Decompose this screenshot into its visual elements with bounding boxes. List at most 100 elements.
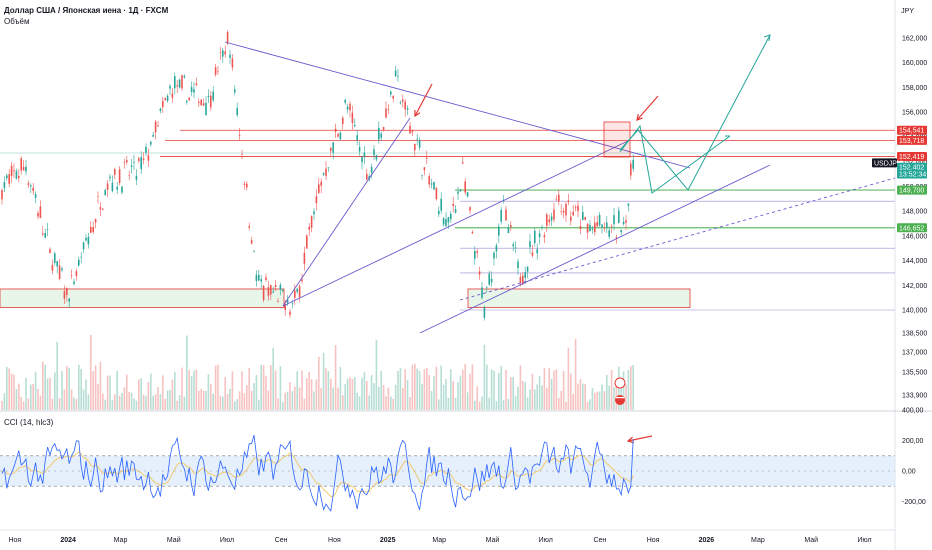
- candle-body: [229, 54, 231, 59]
- candle-body: [92, 226, 94, 232]
- volume-bar: [409, 397, 411, 410]
- candle-body: [459, 190, 462, 192]
- volume-bar: [178, 395, 181, 410]
- candle-body: [169, 85, 171, 89]
- candle-body: [241, 154, 243, 155]
- volume-bar: [582, 383, 584, 410]
- candle-body: [430, 183, 433, 185]
- volume-bar: [135, 400, 138, 410]
- volume-bar: [150, 373, 152, 410]
- volume-bar: [298, 387, 301, 410]
- candle-body: [526, 266, 529, 272]
- candle-body: [483, 307, 486, 318]
- candle-body: [198, 101, 200, 103]
- volume-bar: [464, 364, 466, 410]
- projection-path-short: [619, 124, 731, 194]
- volume-bar: [334, 345, 337, 410]
- candle-body: [308, 226, 310, 230]
- volume-bar: [579, 378, 582, 410]
- candle-body: [193, 89, 195, 93]
- volume-bar: [447, 397, 450, 410]
- candle-body: [111, 182, 114, 192]
- candle-body: [202, 103, 205, 106]
- candle-body: [447, 217, 450, 223]
- candle-body: [414, 143, 416, 151]
- volume-bar: [625, 384, 627, 410]
- volume-bar: [109, 375, 111, 410]
- candle-body: [606, 222, 608, 228]
- volume-bar: [195, 369, 198, 410]
- candle-body: [80, 256, 82, 258]
- candle-body: [620, 229, 622, 233]
- volume-bar: [342, 395, 344, 410]
- volume-bar: [462, 369, 464, 410]
- volume-bar: [378, 386, 380, 410]
- candle-body: [562, 210, 565, 213]
- flag-icon: [615, 395, 625, 405]
- red-arrow-3-head: [626, 436, 634, 444]
- volume-bar: [438, 399, 440, 410]
- volume-bar: [75, 399, 78, 410]
- candle-body: [356, 135, 358, 141]
- candle-body: [94, 219, 97, 223]
- price-tick-label: 137,000: [902, 350, 927, 357]
- price-tag-label: 153,718: [899, 138, 924, 145]
- cci-tick-label: 400,00: [902, 408, 924, 415]
- candle-body: [394, 70, 397, 77]
- volume-bar: [517, 386, 519, 410]
- candle-body: [594, 222, 596, 233]
- volume-bar: [584, 384, 586, 410]
- candle-body: [534, 230, 536, 244]
- candle-body: [582, 212, 584, 220]
- candle-body: [416, 138, 418, 140]
- volume-bar: [282, 401, 284, 410]
- volume-bar: [25, 377, 27, 410]
- volume-bar: [450, 369, 452, 410]
- volume-bar: [164, 398, 166, 410]
- volume-bar: [231, 371, 234, 410]
- candle-body: [152, 134, 154, 137]
- dashed-trendline: [459, 177, 896, 301]
- price-tick-label: 142,000: [902, 283, 927, 290]
- volume-bar: [505, 369, 507, 410]
- candle-body: [428, 176, 430, 185]
- candle-body: [262, 285, 265, 300]
- volume-bar: [418, 370, 421, 410]
- candle-body: [385, 108, 387, 118]
- candle-body: [116, 186, 118, 190]
- candle-body: [442, 218, 445, 225]
- volume-bar: [385, 396, 387, 410]
- candle-body: [610, 226, 613, 227]
- volume-bar: [555, 369, 558, 410]
- candle-body: [486, 286, 488, 288]
- cci-tick-label: 0,00: [902, 469, 916, 476]
- candle-body: [306, 235, 308, 249]
- volume-bar: [399, 367, 402, 410]
- volume-bar: [510, 377, 512, 410]
- candle-body: [457, 191, 459, 194]
- volume-bar: [454, 397, 457, 410]
- volume-bar: [286, 391, 289, 410]
- candle-body: [97, 196, 99, 197]
- candle-body: [303, 252, 306, 264]
- candle-body: [166, 95, 169, 102]
- volume-bar: [294, 386, 296, 410]
- candle-body: [200, 99, 202, 106]
- volume-bar: [488, 397, 490, 410]
- volume-bar: [284, 392, 286, 410]
- candle-body: [214, 67, 217, 75]
- candle-body: [138, 158, 140, 161]
- volume-bar: [390, 396, 392, 410]
- volume-bars: [1, 334, 634, 410]
- volume-bar: [373, 383, 375, 410]
- trendline-steep: [282, 117, 411, 307]
- chart-title: Доллар США / Японская иена · 1Д · FXCM: [4, 6, 169, 15]
- volume-bar: [493, 370, 495, 410]
- volume-bar: [56, 341, 58, 410]
- candle-body: [500, 210, 502, 222]
- volume-bar: [380, 370, 382, 410]
- price-tick-label: 138,500: [902, 331, 927, 338]
- candle-body: [342, 117, 344, 124]
- volume-bar: [500, 366, 502, 410]
